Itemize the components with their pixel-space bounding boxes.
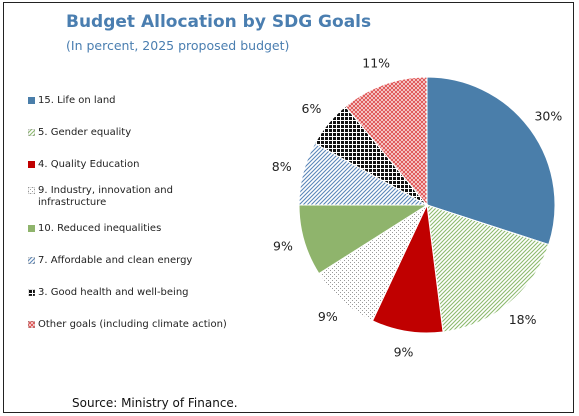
legend-label: 4. Quality Education xyxy=(38,159,140,170)
legend-item: 5. Gender equality xyxy=(28,127,228,139)
source-note: Source: Ministry of Finance. xyxy=(72,396,238,410)
legend-swatch xyxy=(28,97,35,104)
data-label: 6% xyxy=(302,101,322,116)
legend-label: 5. Gender equality xyxy=(38,127,132,138)
legend-item: Other goals (including climate action) xyxy=(28,319,228,331)
legend-label: 7. Affordable and clean energy xyxy=(38,255,193,266)
pie-slice xyxy=(426,76,556,246)
legend-item: 4. Quality Education xyxy=(28,159,228,171)
pie-slice xyxy=(426,204,550,333)
legend-label: 15. Life on land xyxy=(38,95,116,106)
legend-swatch xyxy=(28,257,35,264)
legend-item: 15. Life on land xyxy=(28,95,228,107)
legend-label: 10. Reduced inequalities xyxy=(38,223,162,234)
legend-swatch xyxy=(28,225,35,232)
data-label: 11% xyxy=(362,55,390,70)
legend-swatch xyxy=(28,289,35,296)
legend-swatch xyxy=(28,161,35,168)
legend-label: Other goals (including climate action) xyxy=(38,319,227,330)
data-label: 8% xyxy=(272,159,292,174)
legend-item: 10. Reduced inequalities xyxy=(28,223,228,235)
legend-item: 3. Good health and well-being xyxy=(28,287,228,299)
data-label: 9% xyxy=(394,345,414,360)
chart-subtitle: (In percent, 2025 proposed budget) xyxy=(66,38,290,53)
legend-swatch xyxy=(28,187,35,194)
data-label: 30% xyxy=(534,108,562,123)
pie-slice xyxy=(344,76,428,207)
legend-label: 9. Industry, innovation and infrastructu… xyxy=(38,185,173,208)
data-label: 9% xyxy=(273,238,293,253)
data-label: 18% xyxy=(509,312,537,327)
legend-item: 9. Industry, innovation and infrastructu… xyxy=(28,185,228,209)
data-label: 9% xyxy=(318,309,338,324)
legend-item: 7. Affordable and clean energy xyxy=(28,255,228,267)
legend-swatch xyxy=(28,321,35,328)
chart-title: Budget Allocation by SDG Goals xyxy=(66,12,372,32)
legend-label: 3. Good health and well-being xyxy=(38,287,189,298)
legend-swatch xyxy=(28,129,35,136)
frame xyxy=(3,2,574,413)
